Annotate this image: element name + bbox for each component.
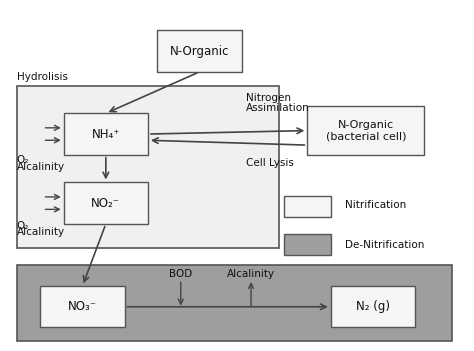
FancyBboxPatch shape bbox=[64, 183, 148, 224]
Text: N-Organic: N-Organic bbox=[170, 45, 229, 58]
Text: BOD: BOD bbox=[169, 269, 192, 279]
FancyBboxPatch shape bbox=[284, 234, 331, 255]
FancyBboxPatch shape bbox=[17, 265, 453, 341]
Text: NO₂⁻: NO₂⁻ bbox=[91, 197, 120, 210]
Text: Alcalinity: Alcalinity bbox=[17, 227, 65, 238]
Text: NO₃⁻: NO₃⁻ bbox=[68, 300, 97, 313]
FancyBboxPatch shape bbox=[64, 113, 148, 155]
FancyBboxPatch shape bbox=[40, 286, 125, 327]
FancyBboxPatch shape bbox=[284, 196, 331, 217]
Text: Nitrogen: Nitrogen bbox=[246, 93, 292, 103]
Text: Alcalinity: Alcalinity bbox=[17, 162, 65, 172]
Text: O₂: O₂ bbox=[17, 155, 29, 165]
Text: Cell Lysis: Cell Lysis bbox=[246, 158, 294, 168]
FancyBboxPatch shape bbox=[17, 86, 279, 248]
Text: Hydrolisis: Hydrolisis bbox=[17, 72, 68, 82]
Text: Alcalinity: Alcalinity bbox=[227, 269, 275, 279]
Text: N-Organic
(bacterial cell): N-Organic (bacterial cell) bbox=[326, 120, 406, 141]
FancyBboxPatch shape bbox=[157, 31, 242, 72]
FancyBboxPatch shape bbox=[307, 106, 424, 155]
Text: Nitrification: Nitrification bbox=[345, 200, 406, 210]
Text: NH₄⁺: NH₄⁺ bbox=[91, 127, 120, 140]
Text: O₂: O₂ bbox=[17, 220, 29, 231]
Text: Assimilation: Assimilation bbox=[246, 103, 310, 113]
Text: De-Nitrification: De-Nitrification bbox=[345, 240, 424, 250]
Text: N₂ (g): N₂ (g) bbox=[356, 300, 390, 313]
FancyBboxPatch shape bbox=[331, 286, 415, 327]
